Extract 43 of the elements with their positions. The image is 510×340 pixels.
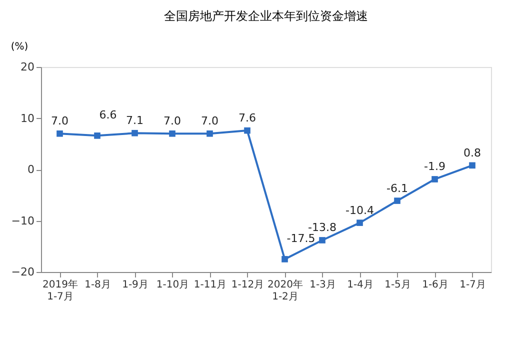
x-tick-label: 2019年 1-7月: [42, 278, 78, 302]
data-label: 7.6: [238, 112, 256, 125]
x-tick-label: 1-7月: [460, 280, 486, 290]
point: [169, 130, 176, 137]
data-label: 7.1: [126, 114, 144, 128]
x-tick-label: 1-3月: [310, 280, 336, 290]
data-label: -6.1: [386, 182, 408, 195]
data-label: -1.9: [424, 160, 446, 174]
y-tick-label: 10: [20, 112, 34, 125]
x-tick-label: 1-5月: [384, 280, 411, 290]
point: [319, 237, 326, 244]
x-tick-label: 1-11月: [194, 280, 227, 290]
x-tick-label: 1-9月: [122, 280, 148, 290]
y-tick-label: 0: [28, 163, 34, 176]
point: [432, 176, 438, 182]
x-tick-label: 1-10月: [156, 280, 190, 290]
point: [394, 198, 400, 204]
y-tick-label: 20: [20, 60, 34, 74]
data-label: 6.6: [99, 108, 117, 122]
x-tick-label: 1-12月: [231, 280, 264, 290]
data-label: -13.8: [308, 221, 336, 234]
data-label: 7.0: [164, 114, 181, 128]
data-label: -17.5: [286, 232, 316, 246]
point: [469, 162, 476, 169]
point: [206, 130, 213, 137]
point: [282, 256, 288, 262]
chart-title: 全国房地产开发企业本年到位资金增速: [164, 9, 368, 23]
point: [244, 127, 250, 134]
y-axis-title: (%): [10, 42, 28, 52]
x-tick-label: 2020年 1-2月: [268, 278, 303, 302]
data-label: 7.0: [51, 114, 68, 128]
point: [56, 130, 63, 137]
point: [132, 130, 138, 136]
y-tick-label: −20: [11, 266, 34, 278]
y-tick-label: −10: [11, 214, 34, 228]
point: [356, 220, 363, 226]
point: [94, 132, 100, 139]
data-label: 7.0: [201, 114, 218, 128]
data-label: -10.4: [346, 204, 374, 217]
x-tick-label: 1-4月: [347, 280, 374, 290]
x-tick-label: 1-8月: [84, 280, 111, 290]
x-tick-label: 1-6月: [422, 280, 448, 290]
data-label: 0.8: [464, 146, 481, 160]
